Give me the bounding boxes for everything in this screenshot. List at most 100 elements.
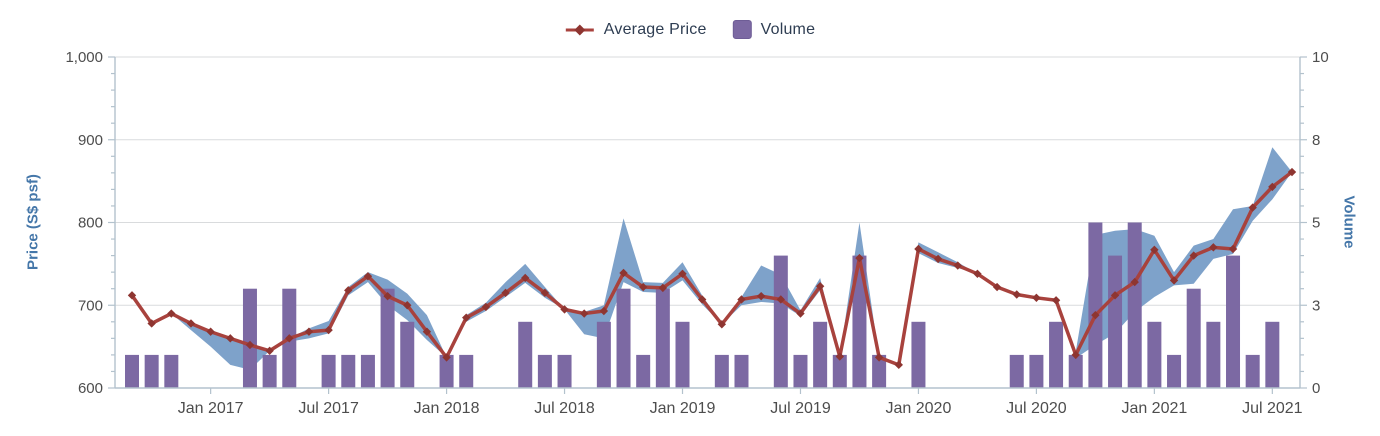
price-point-marker [737,295,746,304]
price-point-marker [1091,310,1100,320]
volume-bar [872,354,887,388]
price-point-marker [540,288,550,298]
price-point-marker [560,305,569,314]
price-point-marker [1110,291,1120,300]
price-point-marker [697,295,707,304]
price-point-marker [953,261,962,270]
price-point-marker [1248,203,1257,212]
price-point-marker [638,282,648,292]
price-point-marker [501,288,510,298]
volume-bar [813,321,828,388]
volume-bar [655,288,670,388]
price-point-marker [521,273,530,283]
price-point-marker [304,327,314,336]
price-point-marker [422,327,432,336]
volume-bar [1265,321,1280,388]
price-point-marker [619,268,628,278]
price-point-marker [363,272,373,281]
volume-bar [675,321,690,388]
volume-bar [636,354,651,388]
price-point-marker [1032,293,1041,303]
price-point-marker [756,291,766,301]
price-point-marker [1169,276,1179,285]
volume-bar [518,321,533,388]
legend-label-volume: Volume [760,20,816,38]
volume-bar [1068,354,1083,388]
x-axis-tick-label: Jul 2020 [1006,400,1067,417]
volume-bar [1167,354,1182,388]
price-point-marker [973,269,982,279]
volume-bar [1147,321,1162,388]
price-point-marker [324,325,333,335]
legend-label-average-price: Average Price [603,20,707,38]
price-point-marker [1228,244,1238,254]
volume-bar [380,288,395,388]
price-axis-tick-label: 1,000 [65,49,103,66]
price-axis-tick-label: 700 [78,297,103,314]
volume-bar [360,354,375,388]
price-point-marker [383,291,392,301]
price-point-marker [815,282,825,291]
volume-axis-tick-label: 0 [1312,380,1320,397]
volume-legend-swatch-icon [732,20,752,39]
volume-bar [144,354,159,388]
price-point-marker [914,244,923,254]
x-axis-tick-label: Jan 2021 [1121,400,1187,417]
volume-bar [557,354,572,388]
volume-bar [1049,321,1064,388]
axes: 600 700 800 900 1,000 0 3 5 8 10 Jan 2017 Jul 2017 J… [65,49,1328,417]
volume-bar [1029,354,1044,388]
volume-bar [164,354,179,388]
price-point-marker [599,306,609,316]
volume-bar [773,255,788,388]
volume-bar [1127,222,1142,388]
x-axis-tick-label: Jan 2020 [886,400,952,417]
price-point-marker [186,319,196,328]
volume-bar [1186,288,1201,388]
price-point-marker [245,340,255,350]
price-point-marker [874,353,884,362]
price-axis-tick-label: 900 [78,132,103,149]
price-point-marker [992,282,1002,292]
price-point-marker [206,327,215,336]
price-point-marker [894,360,903,370]
volume-bar [459,354,474,388]
price-point-marker [776,295,786,304]
volume-axis-tick-label: 10 [1312,49,1329,66]
volume-bar [400,321,415,388]
volume-bar [596,321,611,388]
legend-item-volume[interactable]: Volume [732,20,816,39]
volume-bar [341,354,356,388]
volume-bar [125,354,139,388]
volume-bar [321,354,336,388]
price-point-marker [1150,245,1159,255]
price-point-marker [1012,290,1021,299]
price-point-marker [933,254,943,264]
price-axis-title: Price (S$ psf) [24,174,42,270]
volume-bar [1088,222,1103,388]
x-axis-tick-label: Jul 2019 [770,400,831,417]
price-point-marker [1268,182,1277,192]
volume-bar [734,354,749,388]
price-point-marker [226,334,235,343]
price-axis-tick-label: 600 [78,380,103,397]
volume-bar [793,354,808,388]
legend-item-average-price[interactable]: Average Price [565,21,707,39]
price-point-marker [127,291,137,300]
price-point-marker [717,320,727,329]
volume-bar [852,255,867,388]
volume-axis-tick-label: 3 [1312,297,1320,314]
volume-bar [616,288,631,388]
price-point-marker [1130,277,1139,287]
x-axis-tick-label: Jul 2021 [1242,400,1303,417]
price-point-marker [855,253,864,263]
chart-legend: Average Price Volume [565,20,815,39]
average-price-legend-marker-icon [565,24,594,35]
x-axis-tick-label: Jan 2019 [650,400,716,417]
price-axis-tick-label: 800 [78,215,103,232]
volume-bar [262,354,277,388]
volume-bar [1245,354,1260,388]
volume-bar [439,354,454,388]
volume-bar [1009,354,1024,388]
